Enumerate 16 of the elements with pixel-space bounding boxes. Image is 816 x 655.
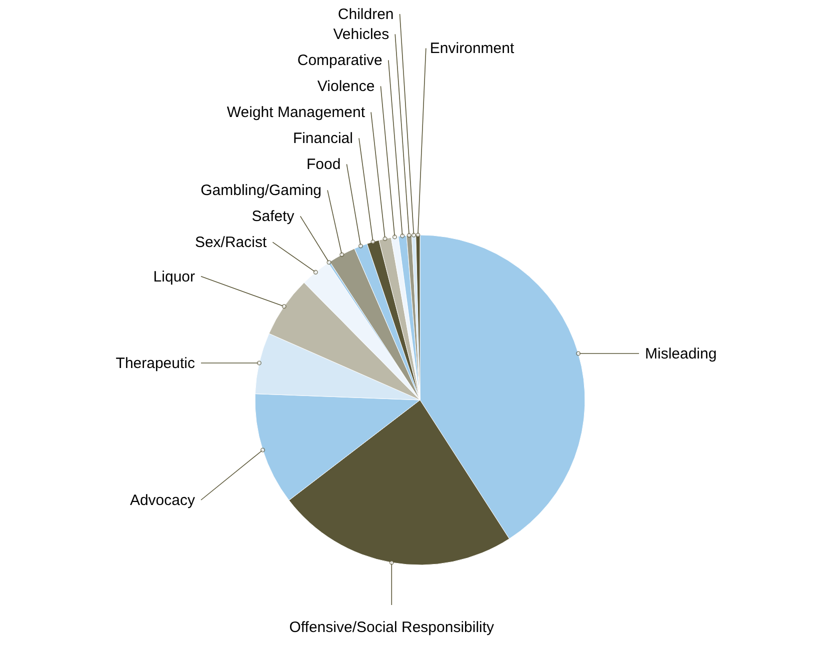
slice-label: Food <box>306 156 341 174</box>
slice-label: Offensive/Social Responsibility <box>289 619 495 636</box>
slice-label: Children <box>338 6 394 23</box>
slice-label: Sex/Racist <box>194 234 268 252</box>
slice-label: Gambling/Gaming <box>200 182 322 200</box>
slice-label: Environment <box>430 40 515 58</box>
slice-label: Safety <box>252 208 295 226</box>
slice-label: Misleading <box>645 345 717 362</box>
slice-label: Vehicles <box>333 26 390 44</box>
slice-label: Violence <box>317 78 375 96</box>
slice-label: Weight Management <box>226 104 366 122</box>
slice-label: Comparative <box>297 52 382 70</box>
slice-label: Financial <box>292 130 353 148</box>
slice-label: Therapeutic <box>116 354 196 372</box>
slice-label: Liquor <box>153 268 195 286</box>
slice-label: Advocacy <box>130 492 196 509</box>
